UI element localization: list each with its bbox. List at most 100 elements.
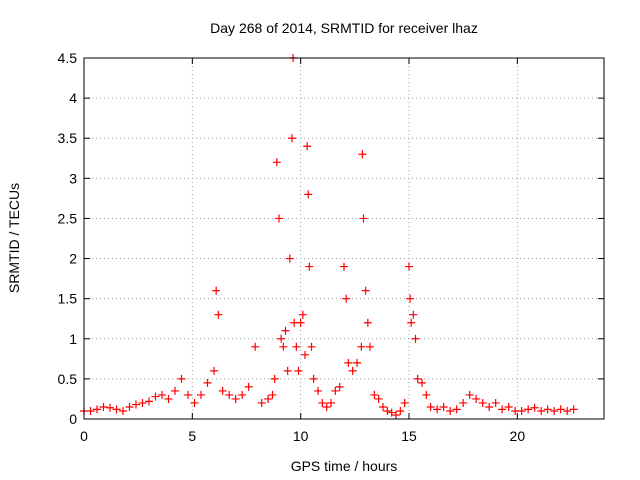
- data-point: [294, 366, 303, 375]
- data-point: [279, 342, 288, 351]
- data-point: [318, 398, 327, 407]
- data-point: [164, 394, 173, 403]
- data-point: [305, 262, 314, 271]
- data-point: [285, 254, 294, 263]
- data-point: [348, 366, 357, 375]
- plot-frame: [83, 57, 605, 420]
- data-point: [422, 390, 431, 399]
- data-point: [465, 390, 474, 399]
- data-point: [309, 374, 318, 383]
- data-point: [296, 318, 305, 327]
- data-point: [331, 386, 340, 395]
- data-point: [478, 398, 487, 407]
- data-point: [106, 403, 114, 412]
- data-point: [361, 286, 370, 295]
- data-point: [225, 390, 234, 399]
- data-point: [314, 386, 322, 395]
- x-axis-label: GPS time / hours: [291, 458, 398, 474]
- data-point: [203, 378, 212, 387]
- data-point: [119, 406, 127, 415]
- data-point: [264, 394, 273, 403]
- data-point: [257, 398, 266, 407]
- data-point: [190, 398, 199, 407]
- data-point: [498, 405, 507, 414]
- data-point: [327, 398, 335, 407]
- data-point: [396, 406, 405, 415]
- data-point: [459, 398, 468, 407]
- data-point: [86, 406, 95, 415]
- data-point: [197, 390, 205, 399]
- data-point: [335, 382, 344, 391]
- data-point: [307, 342, 316, 351]
- data-point: [275, 214, 283, 223]
- data-point: [184, 390, 192, 399]
- x-tick-label: 0: [80, 428, 88, 444]
- data-point: [426, 402, 435, 411]
- data-point: [212, 286, 221, 295]
- data-point: [145, 397, 153, 406]
- data-point: [272, 158, 281, 167]
- data-point: [99, 402, 108, 411]
- data-point: [342, 294, 351, 303]
- data-point: [504, 402, 513, 411]
- x-tick-label: 15: [401, 428, 417, 444]
- data-point: [132, 400, 140, 409]
- data-point: [281, 326, 290, 335]
- data-point: [433, 405, 442, 414]
- data-point: [550, 406, 559, 415]
- y-tick-label: 2: [69, 251, 77, 267]
- data-point: [340, 262, 348, 271]
- data-point: [374, 394, 383, 403]
- data-point: [485, 402, 494, 411]
- data-point: [301, 350, 309, 359]
- data-point: [359, 214, 368, 223]
- y-tick-label: 3: [69, 170, 77, 186]
- data-point: [322, 402, 331, 411]
- data-point: [283, 366, 292, 375]
- data-point: [472, 394, 481, 403]
- data-point: [363, 318, 372, 327]
- axes: 0 0.5 1 1.5 2 2.5 3 3.5 4 4.5 0 5 10 15 20: [58, 50, 604, 444]
- data-point: [405, 262, 413, 271]
- data-point: [353, 358, 361, 367]
- data-point: [303, 142, 312, 151]
- data-point: [304, 190, 313, 199]
- data-point: [537, 406, 546, 415]
- data-point: [158, 390, 166, 399]
- data-point: [270, 374, 279, 383]
- y-tick-label: 4: [69, 90, 77, 106]
- data-point: [151, 392, 160, 401]
- data-point: [392, 410, 400, 419]
- data-point: [214, 310, 223, 319]
- data-point: [277, 334, 286, 343]
- data-point: [251, 342, 260, 351]
- data-point: [387, 408, 396, 417]
- data-point: [517, 406, 526, 415]
- y-tick-label: 1.5: [58, 291, 78, 307]
- data-point: [452, 405, 461, 414]
- data-point: [344, 358, 353, 367]
- data-point: [218, 386, 227, 395]
- data-point: [177, 374, 186, 383]
- data-point: [171, 386, 179, 395]
- data-point: [138, 398, 147, 407]
- grid: [84, 58, 604, 419]
- data-point: [413, 374, 422, 383]
- data-point: [418, 378, 426, 387]
- chart-title: Day 268 of 2014, SRMTID for receiver lha…: [210, 20, 478, 36]
- data-point: [400, 398, 409, 407]
- x-tick-label: 10: [293, 428, 309, 444]
- data-point: [93, 405, 101, 414]
- data-points: [80, 54, 578, 419]
- data-point: [524, 405, 533, 414]
- data-point: [238, 390, 247, 399]
- y-axis-label: SRMTID / TECUs: [6, 183, 22, 293]
- x-tick-label: 20: [510, 428, 526, 444]
- y-tick-label: 1: [69, 331, 77, 347]
- data-point: [370, 390, 379, 399]
- data-point: [210, 366, 218, 375]
- y-tick-label: 3.5: [58, 130, 78, 146]
- data-point: [446, 406, 455, 415]
- data-point: [366, 342, 374, 351]
